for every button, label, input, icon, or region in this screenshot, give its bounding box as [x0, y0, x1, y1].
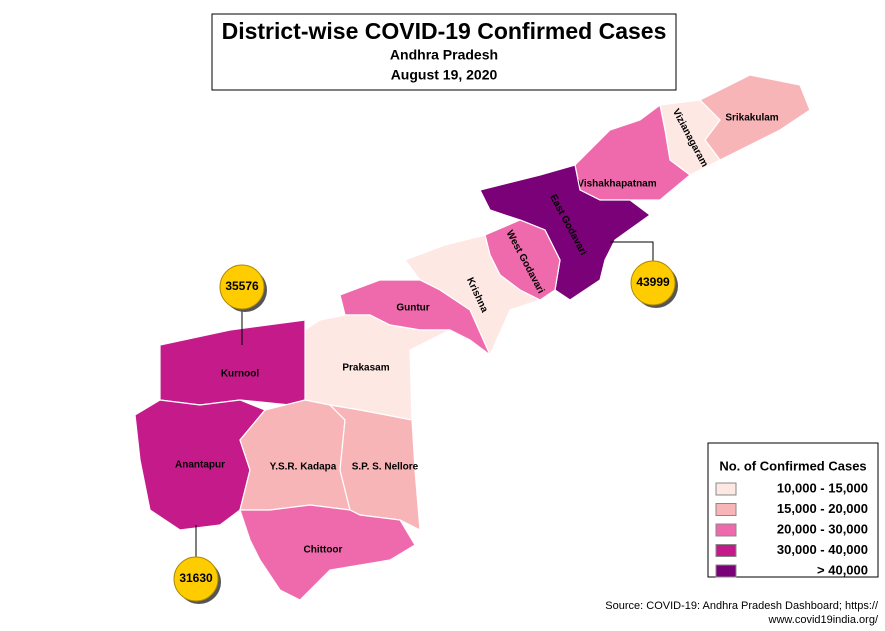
district-label: S.P. S. Nellore [352, 462, 419, 473]
date: August 19, 2020 [391, 67, 498, 83]
title-box [211, 13, 677, 91]
legend-swatch [715, 564, 737, 578]
legend-label: 20,000 - 30,000 [777, 521, 868, 536]
legend-swatch [715, 544, 737, 557]
callout-value: 31630 [179, 571, 213, 585]
district-label: Kurnool [221, 369, 260, 380]
legend-label: > 40,000 [817, 562, 868, 577]
legend-label: 30,000 - 40,000 [777, 542, 868, 557]
callout-line [610, 241, 654, 261]
subtitle: Andhra Pradesh [390, 47, 498, 63]
legend-swatch [715, 523, 737, 537]
source: Source: COVID-19: Andhra Pradesh Dashboa… [605, 600, 879, 612]
district [159, 319, 306, 406]
callout-bubble [630, 260, 676, 306]
legend: No. of Confirmed Cases 10,000 - 15,000 15… [707, 442, 879, 578]
callout-value: 35576 [225, 279, 259, 293]
title: District-wise COVID-19 Confirmed Cases [222, 18, 667, 44]
legend-title: No. of Confirmed Cases [719, 458, 866, 473]
legend-label: 10,000 - 15,000 [777, 480, 868, 495]
district-label: Chittoor [304, 545, 343, 556]
legend-label: 15,000 - 20,000 [777, 501, 868, 516]
source: www.covid19india.org/ [768, 614, 879, 626]
district [239, 504, 416, 601]
district-label: Guntur [396, 303, 429, 314]
legend-swatch [715, 482, 737, 496]
legend-swatch [715, 503, 737, 516]
districts: SrikakulamVizianagaramVishakhapatnamEast… [134, 74, 811, 601]
callout-bubble [173, 556, 219, 602]
callout-bubble [219, 264, 265, 310]
district-label: Y.S.R. Kadapa [270, 462, 337, 473]
district-label: Prakasam [342, 363, 389, 374]
district-label: Srikakulam [725, 113, 778, 124]
district-label: Anantapur [175, 460, 225, 471]
callout-value: 43999 [636, 275, 670, 289]
district-label: Vishakhapatnam [577, 179, 656, 190]
